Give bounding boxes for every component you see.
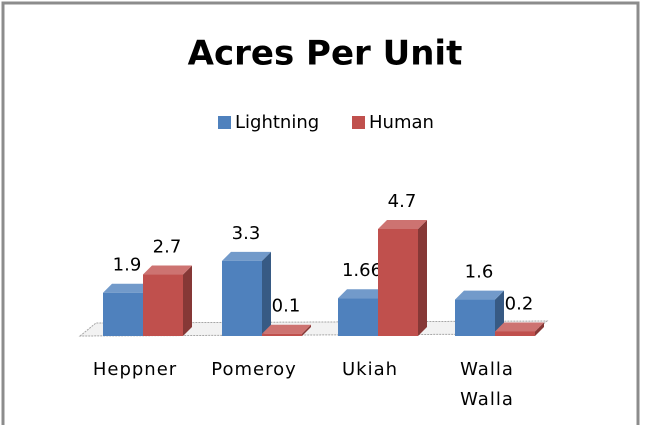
bar-front: [338, 298, 378, 336]
legend-label: Human: [369, 112, 434, 133]
bar-top: [338, 289, 387, 299]
bar-front: [143, 274, 183, 336]
data-label: 3.3: [232, 223, 261, 244]
data-label: 1.9: [113, 255, 142, 276]
bar-front: [222, 260, 262, 336]
legend-swatch: [352, 116, 365, 129]
bar-front: [262, 333, 302, 336]
bar-side: [495, 290, 504, 336]
bar-side: [418, 220, 427, 336]
bar-top: [495, 322, 544, 332]
bar-top: [103, 283, 152, 293]
data-label: 1.6: [465, 262, 494, 283]
bar-top: [378, 220, 427, 229]
bar: [262, 324, 311, 336]
chart-title: Acres Per Unit: [188, 34, 463, 74]
data-label: 4.7: [388, 191, 417, 212]
bar-top: [143, 265, 192, 275]
bar-side: [262, 251, 271, 336]
x-tick-label: Ukiah: [341, 359, 399, 380]
bar-side: [302, 324, 311, 336]
legend-label: Lightning: [235, 112, 319, 133]
bar-top: [262, 324, 311, 334]
bar-top: [455, 290, 504, 300]
data-label: 2.7: [153, 237, 182, 258]
bar: [222, 251, 271, 336]
bar: [338, 289, 387, 336]
bar-front: [455, 299, 495, 336]
bar: [143, 265, 192, 336]
x-tick-label: Pomeroy: [211, 359, 297, 380]
x-tick-label: Heppner: [92, 359, 178, 380]
legend-swatch: [218, 116, 231, 129]
bar-front: [103, 292, 143, 336]
bar-front: [378, 229, 418, 336]
data-label: 0.2: [505, 293, 534, 314]
data-label: 1.66: [342, 260, 382, 281]
bar: [455, 290, 504, 336]
bar-side: [535, 322, 544, 336]
x-tick-label: Walla Walla: [460, 359, 514, 410]
data-label: 0.1: [272, 296, 301, 317]
bar-top: [222, 251, 271, 261]
bar-front: [495, 331, 535, 336]
bar: [378, 220, 427, 336]
bar-side: [183, 265, 192, 336]
bar: [495, 322, 544, 336]
